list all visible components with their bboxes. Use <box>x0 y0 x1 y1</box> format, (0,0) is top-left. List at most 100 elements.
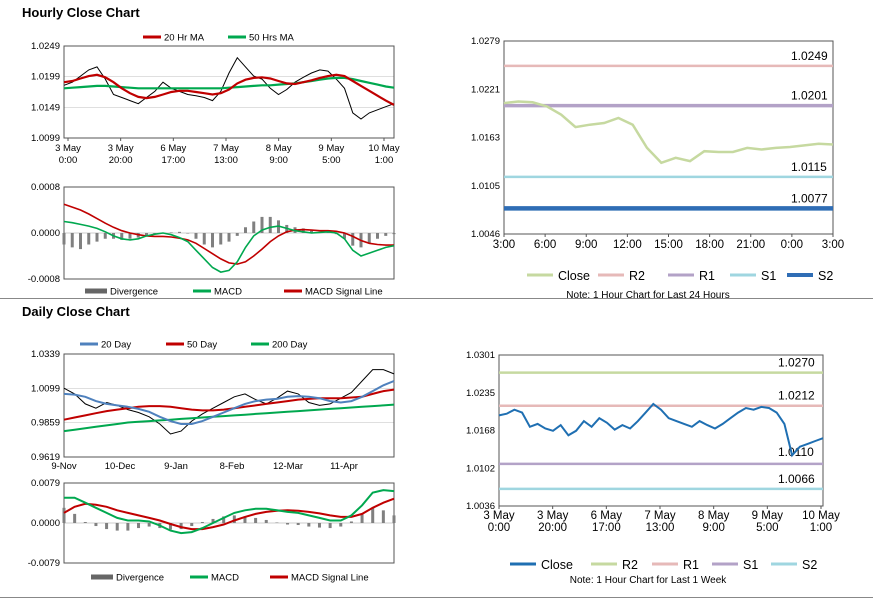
hourly-pivot-ytick: 1.0046 <box>471 229 500 240</box>
hourly-macd-divergence-bar <box>79 233 82 250</box>
hourly-pivot-ytick: 1.0163 <box>471 133 500 144</box>
hourly-macd-divergence-bar <box>343 233 346 239</box>
daily-macd-divergence-bar <box>147 523 151 527</box>
daily-macd-divergence-bar <box>73 513 77 523</box>
daily-pivot-legend-label-s2: S2 <box>802 558 817 572</box>
hourly-section-title: Hourly Close Chart <box>22 5 140 20</box>
hourly-macd-divergence-bar <box>367 233 371 244</box>
hourly-price-ma20-legend-label: 20 Hr MA <box>164 33 205 44</box>
daily-macd-divergence-bar <box>126 523 130 531</box>
daily-macd-divergence-bar <box>211 518 215 523</box>
daily-macd-divergence-bar <box>168 523 172 530</box>
daily-price-xtick-label: 12-Mar <box>273 461 303 472</box>
daily-macd-divergence-bar <box>62 507 66 523</box>
daily-pivot-xtick-label: 13:00 <box>646 522 675 534</box>
hourly-macd-divergence-bar <box>310 230 313 233</box>
hourly-pivot-legend-label-close: Close <box>558 269 590 283</box>
hourly-macd-divergence-bar <box>235 233 239 236</box>
daily-macd-divergence-bar <box>339 523 343 527</box>
hourly-macd-divergence-bar <box>211 233 214 248</box>
daily-pivot-ytick: 1.0036 <box>466 501 495 512</box>
daily-macd-divergence-bar <box>200 521 204 523</box>
daily-pivot-ytick: 1.0168 <box>466 426 495 437</box>
daily-price-xtick-label: 9-Nov <box>51 461 77 472</box>
hourly-price-close-series <box>63 56 395 120</box>
daily-pivot-xtick-label: 7 May <box>644 510 676 522</box>
hourly-price-xtick-label: 7 May <box>213 143 239 154</box>
daily-price-ytick: 0.9619 <box>31 452 60 463</box>
daily-macd-divergence-bar <box>243 516 247 523</box>
daily-pivot-r2-label: 1.0270 <box>778 356 815 370</box>
daily-pivot-plot-area <box>498 354 824 507</box>
daily-price-ma50-series <box>63 388 395 421</box>
daily-macd-divergence-bar <box>349 521 353 523</box>
hourly-macd-divergence-bar <box>62 233 66 245</box>
hourly-pivot-legend-label-s1: S1 <box>761 269 776 283</box>
hourly-pivot-ytick: 1.0221 <box>471 84 500 95</box>
daily-pivot-xtick-label: 5:00 <box>756 522 778 534</box>
hourly-pivot-xtick-label: 3:00 <box>822 239 844 251</box>
daily-pivot-close-series <box>498 402 824 458</box>
daily-pivot-ytick: 1.0102 <box>466 463 495 474</box>
hourly-pivot-xtick-label: 3:00 <box>493 239 515 251</box>
daily-macd-divergence-bar <box>275 522 279 523</box>
daily-price-xtick-label: 9-Jan <box>164 461 188 472</box>
daily-macd-divergence-bar <box>371 507 375 523</box>
daily-macd-macd-series <box>64 489 395 535</box>
daily-macd-divergence-bar <box>232 515 236 523</box>
section-divider <box>0 298 873 299</box>
daily-pivot-xtick-label: 9:00 <box>702 522 724 534</box>
hourly-macd-signal-legend-label: MACD Signal Line <box>305 287 383 298</box>
hourly-macd-divergence-bar <box>70 233 74 248</box>
hourly-macd-divergence-bar <box>95 233 99 242</box>
hourly-macd-divergence-bar <box>351 233 355 246</box>
daily-price-ytick: 1.0339 <box>31 349 60 360</box>
daily-price-xtick-label: 11-Apr <box>330 461 358 472</box>
daily-section-title: Daily Close Chart <box>22 304 130 319</box>
daily-pivot-r1-label: 1.0212 <box>778 389 815 403</box>
daily-price-ma50-legend-label: 50 Day <box>187 340 217 351</box>
daily-macd-ytick: 0.0000 <box>31 518 60 529</box>
hourly-price-ytick: 1.0199 <box>31 72 60 83</box>
daily-pivot-ytick: 1.0301 <box>466 350 495 361</box>
daily-macd-macd-legend-label: MACD <box>211 573 239 584</box>
daily-pivot-xtick-label: 3 May <box>483 510 515 522</box>
daily-price-ma200-series <box>63 403 395 433</box>
hourly-macd-ytick: -0.0008 <box>28 274 60 285</box>
daily-pivot-xtick-label: 1:00 <box>810 522 832 534</box>
daily-pivot-ytick: 1.0235 <box>466 388 495 399</box>
hourly-macd-divergence-bar <box>244 227 247 233</box>
hourly-pivot-ytick: 1.0105 <box>471 181 500 192</box>
hourly-price-xtick-label: 9 May <box>318 143 344 154</box>
hourly-price-xtick-label: 9:00 <box>269 155 288 166</box>
daily-macd-signal-legend-label: MACD Signal Line <box>291 573 369 584</box>
daily-pivot-s2-label: 1.0066 <box>778 472 815 486</box>
daily-macd-divergence-bar <box>328 523 332 529</box>
hourly-macd-divergence-bar <box>87 233 91 245</box>
hourly-price-xtick-label: 3 May <box>108 143 134 154</box>
hourly-pivot-ytick: 1.0279 <box>471 36 500 47</box>
hourly-macd-divergence-bar <box>169 232 173 233</box>
hourly-pivot-xtick-label: 18:00 <box>695 239 724 251</box>
hourly-pivot-legend-label-s2: S2 <box>818 269 833 283</box>
daily-price-ma20-legend-label: 20 Day <box>101 340 131 351</box>
hourly-price-xtick-label: 8 May <box>266 143 292 154</box>
daily-macd-divergence-bar <box>296 523 300 526</box>
daily-pivot-xtick-label: 17:00 <box>592 522 621 534</box>
daily-pivot-xtick-label: 10 May <box>802 510 840 522</box>
daily-pivot-xtick-label: 0:00 <box>488 522 510 534</box>
hourly-macd-divergence-bar <box>268 216 272 233</box>
daily-macd-divergence-bar <box>264 519 268 523</box>
daily-macd-divergence-bar <box>179 523 183 530</box>
hourly-macd-divergence-bar <box>120 233 124 240</box>
daily-macd-divergence-bar <box>286 523 290 525</box>
hourly-macd-divergence-bar <box>178 231 181 233</box>
hourly-macd-divergence-bar <box>376 233 379 239</box>
hourly-pivot-r2-label: 1.0249 <box>791 49 828 63</box>
daily-macd-ytick: 0.0079 <box>31 478 60 489</box>
daily-pivot-legend-label-r1: R1 <box>683 558 699 572</box>
hourly-pivot-xtick-label: 6:00 <box>534 239 556 251</box>
hourly-pivot-legend-label-r1: R1 <box>699 269 715 283</box>
hourly-macd-divergence-bar <box>219 233 223 245</box>
hourly-pivot-xtick-label: 15:00 <box>654 239 683 251</box>
